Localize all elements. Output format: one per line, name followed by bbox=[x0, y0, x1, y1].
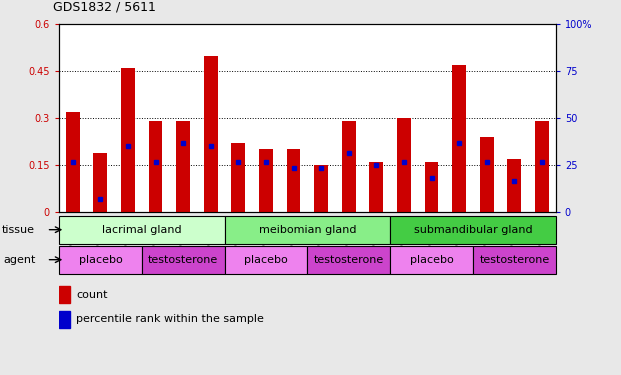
Bar bbox=[204, 56, 218, 212]
Text: testosterone: testosterone bbox=[479, 255, 550, 265]
Text: placebo: placebo bbox=[244, 255, 288, 265]
Text: testosterone: testosterone bbox=[148, 255, 219, 265]
Bar bbox=[480, 137, 494, 212]
Bar bbox=[259, 149, 273, 212]
Bar bbox=[314, 165, 328, 212]
Bar bbox=[390, 216, 556, 244]
Bar bbox=[59, 216, 225, 244]
Bar bbox=[176, 121, 190, 212]
Bar bbox=[225, 246, 307, 274]
Bar bbox=[66, 112, 79, 212]
Bar bbox=[452, 65, 466, 212]
Text: submandibular gland: submandibular gland bbox=[414, 225, 532, 235]
Bar bbox=[425, 162, 438, 212]
Bar bbox=[390, 246, 473, 274]
Bar bbox=[232, 143, 245, 212]
Text: meibomian gland: meibomian gland bbox=[258, 225, 356, 235]
Text: placebo: placebo bbox=[78, 255, 122, 265]
Bar bbox=[59, 310, 70, 328]
Bar bbox=[473, 246, 556, 274]
Text: testosterone: testosterone bbox=[314, 255, 384, 265]
Text: placebo: placebo bbox=[410, 255, 453, 265]
Text: lacrimal gland: lacrimal gland bbox=[102, 225, 181, 235]
Bar bbox=[59, 246, 142, 274]
Bar bbox=[397, 118, 411, 212]
Bar bbox=[94, 153, 107, 212]
Bar bbox=[287, 149, 301, 212]
Bar bbox=[307, 246, 390, 274]
Text: percentile rank within the sample: percentile rank within the sample bbox=[76, 314, 265, 324]
Bar bbox=[142, 246, 225, 274]
Text: GDS1832 / 5611: GDS1832 / 5611 bbox=[53, 0, 156, 13]
Text: count: count bbox=[76, 290, 108, 300]
Bar bbox=[148, 121, 163, 212]
Bar bbox=[121, 68, 135, 212]
Text: tissue: tissue bbox=[1, 225, 34, 235]
Text: agent: agent bbox=[3, 255, 35, 265]
Bar bbox=[225, 216, 390, 244]
Bar bbox=[342, 121, 356, 212]
Bar bbox=[535, 121, 549, 212]
Bar bbox=[369, 162, 383, 212]
Bar bbox=[507, 159, 521, 212]
Bar bbox=[59, 286, 70, 303]
